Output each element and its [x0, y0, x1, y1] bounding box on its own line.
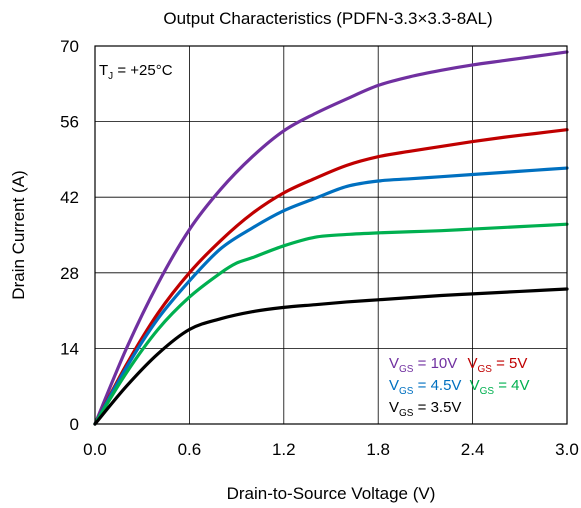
annotation-main: T: [99, 62, 108, 79]
legend-label-sub: GS: [480, 386, 495, 397]
x-axis-label: Drain-to-Source Voltage (V): [227, 484, 436, 503]
temperature-annotation: TJ = +25°C: [99, 62, 173, 82]
x-tick-label: 0.6: [178, 440, 202, 459]
x-tick-labels: 0.0 0.6 1.2 1.8 2.4 3.0: [83, 440, 579, 459]
legend-label-sub: GS: [399, 364, 414, 375]
legend-label-sub: GS: [399, 408, 414, 419]
y-tick-label: 28: [60, 264, 79, 283]
annotation-rest: = +25°C: [113, 62, 173, 79]
legend-label-sub: GS: [477, 364, 492, 375]
y-axis-label: Drain Current (A): [9, 170, 28, 299]
series-line-v-gs-4-5v: [93, 166, 569, 426]
series-lines: [93, 50, 569, 426]
y-tick-label: 14: [60, 339, 79, 358]
x-tick-label: 0.0: [83, 440, 107, 459]
legend-label-rest: = 10V: [413, 355, 457, 372]
y-tick-label: 42: [60, 188, 79, 207]
y-tick-label: 56: [60, 113, 79, 132]
legend-vgs-3-5v: VGS = 3.5V: [389, 399, 461, 419]
legend-row-2: VGS = 4.5V VGS = 4V: [389, 377, 530, 397]
x-tick-label: 2.4: [461, 440, 485, 459]
series-line-v-gs-10v: [93, 50, 569, 426]
legend-row-1: VGS = 10V VGS = 5V: [389, 355, 527, 375]
legend-vgs-5v: VGS = 5V: [467, 355, 527, 375]
series-line-v-gs-5v: [93, 128, 569, 426]
legend-row-3: VGS = 3.5V: [389, 399, 461, 419]
grid-lines: [95, 46, 567, 424]
legend-label-main: V: [467, 355, 477, 372]
y-tick-label: 0: [70, 415, 79, 434]
legend-label-main: V: [389, 355, 399, 372]
y-tick-labels: 0 14 28 42 56 70: [60, 37, 79, 434]
x-tick-label: 1.2: [272, 440, 296, 459]
x-tick-label: 1.8: [366, 440, 390, 459]
legend-label-rest: = 5V: [492, 355, 527, 372]
series-line-v-gs-4v: [93, 222, 569, 426]
plot-frame: [94, 45, 568, 425]
legend: VGS = 10V VGS = 5V VGS = 4.5V VGS = 4V V…: [389, 355, 530, 419]
series-line-v-gs-3-5v: [93, 287, 569, 426]
legend-vgs-10v: VGS = 10V: [389, 355, 461, 375]
x-tick-label: 3.0: [555, 440, 579, 459]
legend-vgs-4-5v: VGS = 4.5V: [389, 377, 466, 397]
legend-label-rest: = 3.5V: [413, 399, 461, 416]
legend-vgs-4v: VGS = 4V: [470, 377, 530, 397]
legend-label-main: V: [470, 377, 480, 394]
legend-label-main: V: [389, 377, 399, 394]
legend-label-rest: = 4V: [494, 377, 529, 394]
chart-title: Output Characteristics (PDFN-3.3×3.3-8AL…: [163, 9, 492, 28]
annotation-subscript: J: [108, 71, 113, 82]
legend-label-sub: GS: [399, 386, 414, 397]
y-tick-label: 70: [60, 37, 79, 56]
legend-label-main: V: [389, 399, 399, 416]
legend-label-rest: = 4.5V: [413, 377, 461, 394]
